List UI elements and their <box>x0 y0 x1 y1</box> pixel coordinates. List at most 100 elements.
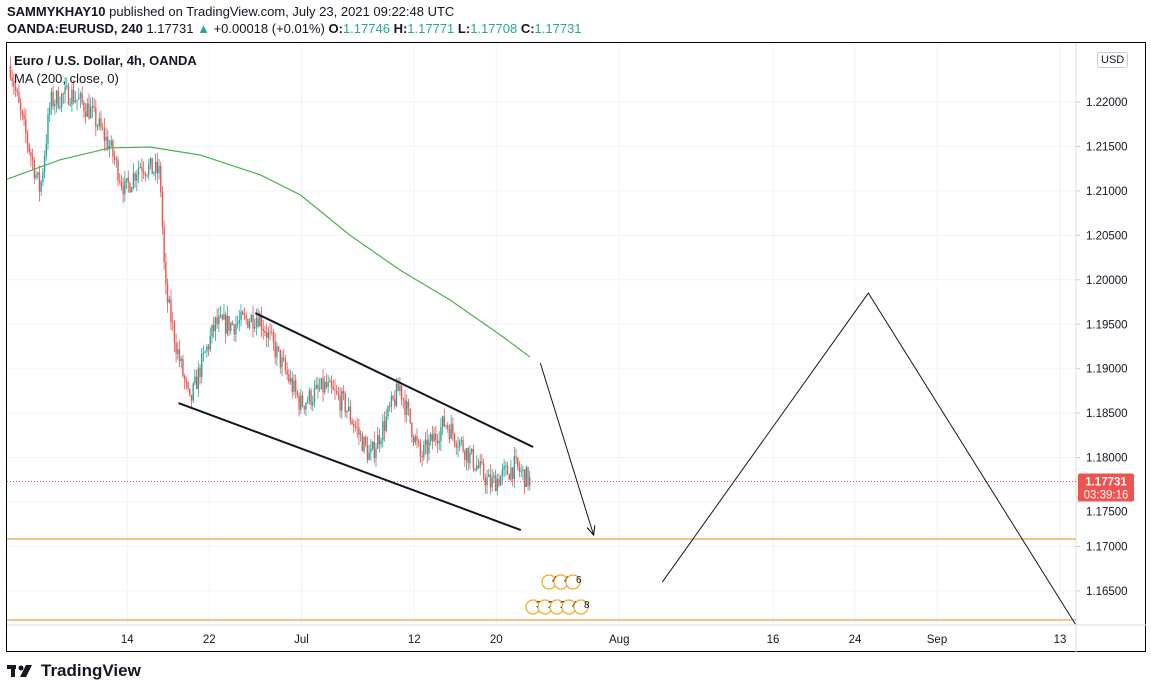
x-tick-label: 14 <box>121 634 134 646</box>
candle-body <box>260 315 263 329</box>
open-value: 1.17746 <box>342 21 390 36</box>
candle-body <box>416 436 418 441</box>
candle-body <box>498 478 500 486</box>
candle-body <box>259 315 261 327</box>
candle-body <box>332 387 334 390</box>
candle-body <box>447 425 449 429</box>
candle-body <box>79 93 82 98</box>
candle-body <box>84 111 87 117</box>
currency-button[interactable]: USD <box>1097 52 1129 68</box>
candle-body <box>277 346 280 350</box>
candle-body <box>464 451 466 461</box>
candle-body <box>428 440 430 454</box>
candle-body <box>375 448 377 459</box>
candle-body <box>43 156 46 173</box>
candle-body <box>110 140 112 146</box>
publish-info: SAMMYKHAY10 published on TradingView.com… <box>7 4 454 19</box>
y-tick-label: 1.21000 <box>1086 186 1128 198</box>
candle-body <box>417 440 420 444</box>
candle-body <box>394 399 396 406</box>
candle-body <box>101 127 104 129</box>
candle-body <box>255 318 258 327</box>
chart-frame <box>6 42 1146 652</box>
candle-body <box>160 165 162 192</box>
candle-body <box>397 383 399 392</box>
candle-body <box>294 380 297 392</box>
y-tick-label: 1.22000 <box>1086 97 1128 109</box>
candle-body <box>55 90 58 104</box>
candle-body <box>370 448 372 453</box>
x-tick-label: 12 <box>408 634 421 646</box>
candle-body <box>178 349 181 362</box>
candle-body <box>74 100 77 103</box>
ohlc-bar: OANDA:EURUSD, 240 1.17731 ▲ +0.00018 (+0… <box>7 21 582 36</box>
legend-indicator[interactable]: MA (200, close, 0) <box>14 71 119 86</box>
candle-body <box>257 318 259 327</box>
candle-body <box>353 423 355 427</box>
candle-body <box>262 328 264 331</box>
publish-text: published on TradingView.com, July 23, 2… <box>105 4 455 19</box>
candle-body <box>54 103 56 107</box>
candle-body <box>25 118 27 134</box>
candle-body <box>201 353 203 377</box>
candle-body <box>313 388 316 403</box>
candle-body <box>236 322 239 325</box>
candle-body <box>419 443 422 457</box>
candle-body <box>248 321 251 328</box>
candle-body <box>452 423 454 435</box>
candle-body <box>301 395 304 407</box>
tradingview-logo-icon <box>7 665 32 677</box>
candle-body <box>124 180 126 195</box>
candle-body <box>216 317 218 325</box>
candle-body <box>37 172 39 175</box>
candle-body <box>71 89 73 105</box>
candle-body <box>242 311 244 315</box>
candle-body <box>137 167 140 176</box>
x-tick-label: Aug <box>609 634 629 646</box>
candle-body <box>455 443 457 448</box>
candle-body <box>209 336 211 350</box>
candle-body <box>224 314 227 334</box>
candle-body <box>472 448 475 469</box>
candle-body <box>153 172 155 174</box>
candle-body <box>365 437 367 445</box>
candle-body <box>154 161 157 173</box>
candle-body <box>269 331 271 333</box>
candle-body <box>460 440 463 441</box>
candle-body <box>346 410 348 413</box>
last-price: 1.17731 <box>146 21 194 36</box>
candle-body <box>136 175 138 181</box>
candle-body <box>470 448 473 453</box>
candle-body <box>250 314 252 322</box>
candle-body <box>448 428 451 439</box>
candle-body <box>14 86 17 91</box>
candle-body <box>35 174 37 179</box>
candle-body <box>423 444 425 458</box>
candle-body <box>458 440 461 447</box>
candle-body <box>361 434 364 452</box>
candle-body <box>293 380 295 392</box>
candle-body <box>513 456 516 479</box>
candle-body <box>38 172 41 192</box>
candle-body <box>214 317 217 332</box>
candle-body <box>76 99 78 101</box>
candle-body <box>453 434 456 444</box>
candle-body <box>450 423 452 439</box>
candle-body <box>21 110 24 115</box>
candle-body <box>320 378 323 389</box>
candle-body <box>66 85 68 87</box>
candle-body <box>134 173 136 181</box>
candle-body <box>120 181 123 186</box>
candle-body <box>335 390 338 394</box>
candle-body <box>40 181 42 192</box>
ma200-line <box>7 146 531 358</box>
y-tick-label: 1.19500 <box>1086 319 1128 331</box>
candle-body <box>47 114 49 144</box>
candle-body <box>324 381 326 393</box>
candle-body <box>366 444 369 460</box>
candle-body <box>274 341 276 358</box>
candle-body <box>436 439 439 444</box>
candle-body <box>69 104 71 106</box>
candle-body <box>511 467 514 479</box>
